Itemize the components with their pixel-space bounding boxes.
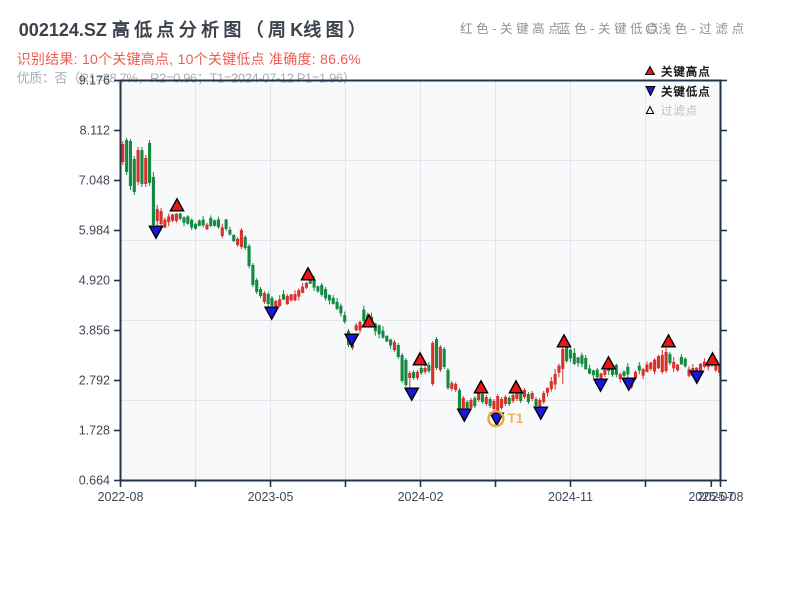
svg-text:关键低点: 关键低点 [661,85,711,99]
svg-text:关键高点: 关键高点 [661,65,711,79]
svg-text:2025-07: 2025-07 [688,490,734,504]
svg-text:2025-08: 2025-08 [698,490,744,504]
svg-text:0.664: 0.664 [79,474,110,488]
svg-text:002124.SZ 高低点分析图（周K线图）: 002124.SZ 高低点分析图（周K线图） [19,19,370,40]
svg-text:2.792: 2.792 [79,374,110,388]
svg-text:5.984: 5.984 [79,224,110,238]
svg-text:2024-11: 2024-11 [548,490,593,504]
svg-text:浅色-过滤点: 浅色-过滤点 [659,21,748,36]
svg-text:优质：否（R1=38.7%，R2=0.96；T1=2024-: 优质：否（R1=38.7%，R2=0.96；T1=2024-07-12 P1=1… [17,71,356,87]
svg-text:1.728: 1.728 [79,424,110,438]
svg-text:8.112: 8.112 [80,124,110,138]
svg-text:2023-05: 2023-05 [248,490,294,504]
svg-text:过滤点: 过滤点 [661,105,698,118]
svg-text:2024-02: 2024-02 [398,490,444,504]
svg-text:识别结果: 10个关键高点, 10个关键低点 准确度: 8: 识别结果: 10个关键高点, 10个关键低点 准确度: 86.6% [17,51,361,67]
svg-text:9.176: 9.176 [79,74,110,88]
svg-text:蓝色-关键低点: 蓝色-关键低点 [558,21,662,36]
svg-text:3.856: 3.856 [79,324,110,338]
svg-text:2022-08: 2022-08 [98,490,144,504]
svg-text:4.920: 4.920 [79,274,110,288]
svg-text:T1: T1 [508,411,524,426]
svg-text:7.048: 7.048 [79,174,110,188]
svg-text:红色-关键高点: 红色-关键高点 [460,21,564,36]
